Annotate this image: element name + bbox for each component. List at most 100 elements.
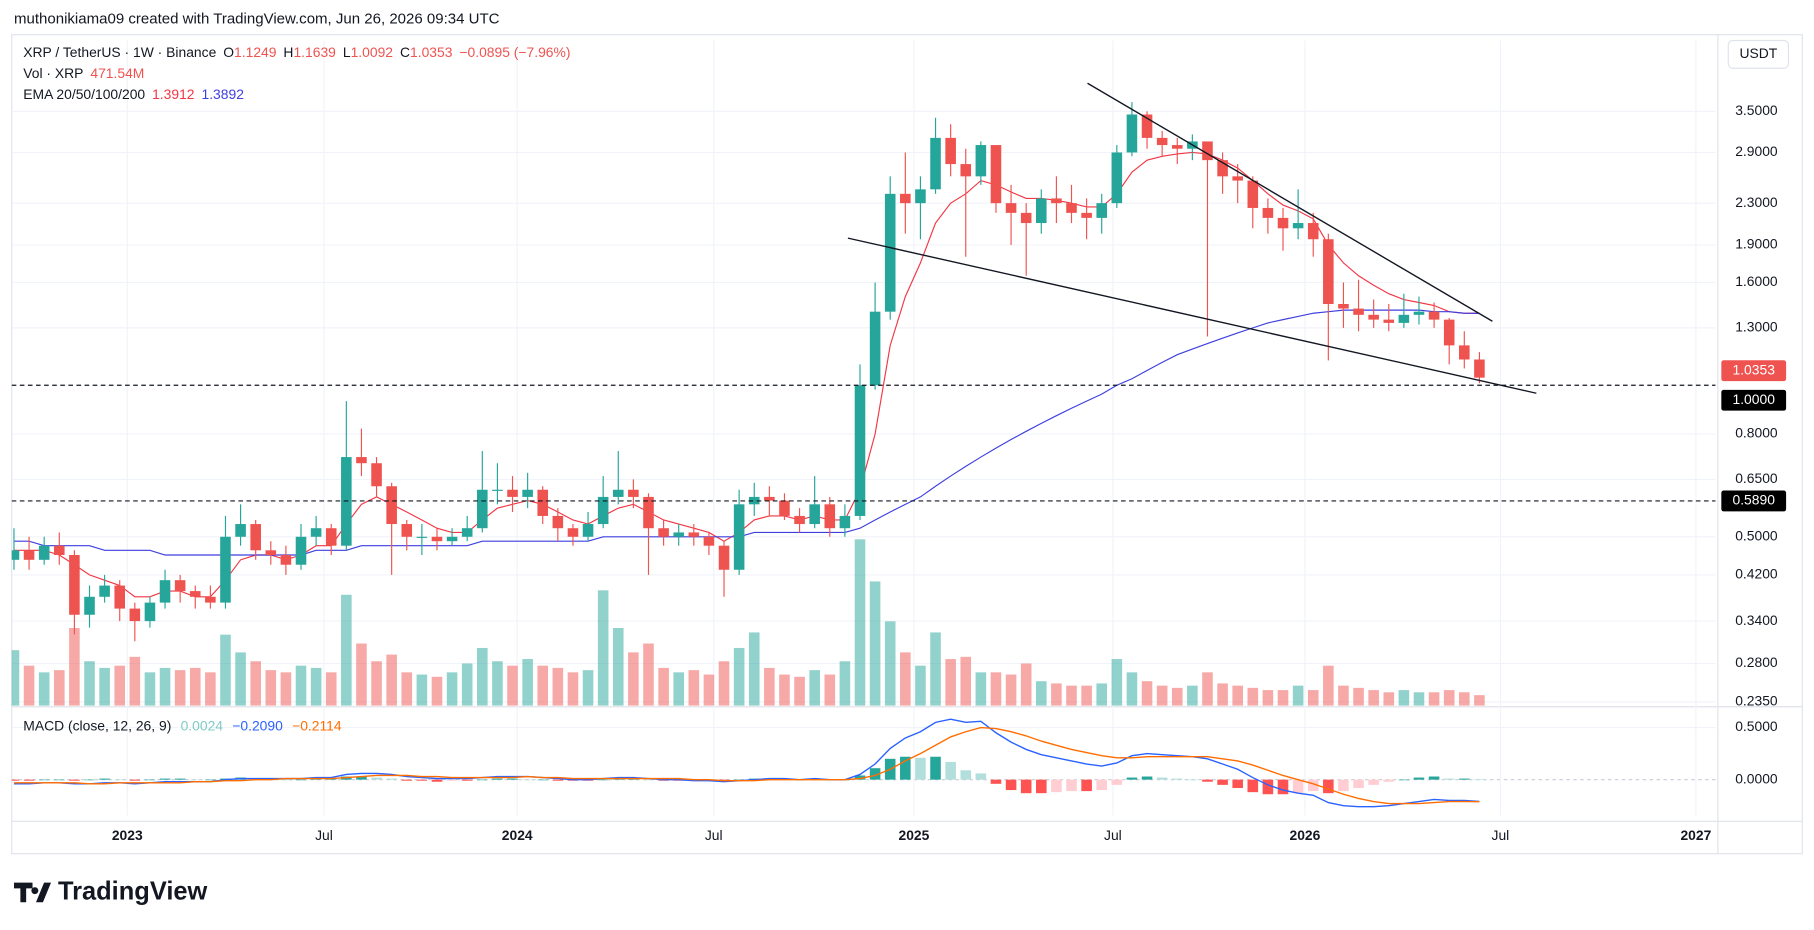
volume-bar	[673, 672, 684, 706]
volume-bar	[915, 665, 926, 706]
x-tick-label: 2026	[1289, 827, 1320, 843]
currency[interactable]: USDT	[1739, 45, 1777, 61]
candle-body	[1126, 114, 1138, 153]
volume-bar	[1459, 692, 1470, 706]
macd-hist-bar	[1187, 779, 1198, 781]
candle-body	[597, 496, 609, 525]
volume-bar	[1413, 692, 1425, 706]
volume-bar	[1398, 690, 1410, 706]
macd-hist-bar	[54, 779, 65, 781]
macd-hist-bar	[1081, 779, 1092, 792]
candle-body	[673, 532, 684, 537]
volume-bar	[900, 652, 911, 706]
x-tick-label: 2024	[502, 827, 533, 843]
plot	[11, 40, 1716, 816]
candle-body	[310, 528, 322, 537]
macd-hist-bar	[159, 778, 171, 780]
candle-body	[220, 536, 231, 603]
volume-bar	[1051, 683, 1062, 706]
volume-bar	[1292, 685, 1304, 706]
legend-macd: MACD (close, 12, 26, 9) 0.0024 −0.2090 −0.2…	[23, 717, 342, 733]
macd-hist-bar	[1277, 779, 1289, 795]
volume-bar	[748, 632, 760, 706]
volume-bar	[23, 665, 35, 706]
candle-body	[1368, 314, 1379, 320]
volume-bar	[1217, 683, 1228, 706]
volume-bar	[174, 670, 186, 706]
macd-hist-bar	[416, 779, 428, 781]
hline-label: 1.0000	[1732, 391, 1775, 407]
candle-body	[522, 489, 533, 497]
macd-hist-bar	[975, 773, 987, 780]
high-value: 1.1639	[293, 44, 336, 60]
volume-bar	[461, 663, 473, 706]
volume-bar	[1307, 690, 1319, 706]
candle-body	[401, 524, 413, 537]
currency-box[interactable]	[1727, 39, 1789, 69]
volume-bar	[1187, 685, 1198, 706]
macd-hist-bar	[461, 779, 473, 781]
macd-hist-bar	[38, 779, 50, 781]
candle-body	[129, 608, 141, 622]
macd-value: −0.2090	[232, 717, 283, 733]
candle-body	[99, 585, 110, 597]
volume-bar	[839, 661, 851, 706]
volume-bar	[310, 667, 322, 706]
candle-body	[854, 385, 866, 516]
macd-hist-bar	[1036, 779, 1047, 794]
volume-bar	[567, 672, 579, 706]
volume-bar	[552, 667, 564, 706]
macd-hist-bar	[189, 779, 201, 781]
y-tick-label: 0.5000	[1735, 527, 1778, 543]
candle-body	[552, 515, 564, 529]
macd-hist-bar	[1066, 779, 1077, 792]
candle-body	[1202, 141, 1213, 161]
volume-bar	[129, 656, 141, 706]
volume-bar	[1338, 685, 1349, 706]
candle-body	[1020, 212, 1032, 224]
volume-bar	[854, 539, 866, 706]
macd-hist-bar	[99, 778, 110, 780]
volume-value: 471.54M	[90, 65, 144, 81]
x-tick-label: Jul	[705, 827, 723, 843]
volume-bar	[356, 643, 367, 706]
macd-hist-bar	[1353, 779, 1364, 788]
y-tick-label: 0.6500	[1735, 470, 1778, 486]
macd-hist-bar	[1443, 778, 1455, 780]
macd-hist-bar	[1338, 779, 1349, 792]
macd-hist-bar	[114, 779, 126, 781]
volume-bar	[1081, 685, 1092, 706]
macd-hist-bar	[401, 779, 413, 781]
c-letter: C	[400, 44, 410, 60]
candle-body	[688, 532, 700, 537]
candle-body	[265, 550, 277, 556]
logo-icon	[14, 882, 52, 903]
candle-body	[658, 528, 669, 537]
macd-hist-bar	[733, 779, 745, 781]
candle-body	[1262, 207, 1274, 218]
volume-bar	[144, 672, 156, 706]
candle-body	[809, 504, 820, 525]
candle-body	[507, 489, 518, 497]
candle-body	[205, 596, 216, 603]
macd-hist-bar	[1217, 779, 1228, 785]
candle-body	[431, 536, 443, 542]
y-tick-label: 1.9000	[1735, 236, 1778, 252]
y-tick-label: 2.9000	[1735, 143, 1778, 159]
y-tick-label: 0.2350	[1735, 693, 1778, 709]
macd-hist-bar	[1398, 779, 1410, 781]
macd-hist-bar	[1413, 777, 1425, 780]
y-tick-label: 2.3000	[1735, 194, 1778, 210]
volume-bar	[99, 667, 110, 706]
volume-bar	[386, 654, 397, 706]
y-tick-label: 0.4200	[1735, 566, 1778, 582]
last-price-label: 1.0353	[1732, 361, 1775, 377]
volume-bar	[1096, 683, 1108, 706]
macd-hist-bar	[1202, 779, 1213, 782]
h-letter: H	[283, 44, 293, 60]
volume-bar	[235, 652, 246, 706]
l-letter: L	[343, 44, 351, 60]
candle-body	[114, 585, 126, 609]
macd-hist-bar	[537, 779, 549, 781]
candle-body	[1459, 345, 1470, 360]
